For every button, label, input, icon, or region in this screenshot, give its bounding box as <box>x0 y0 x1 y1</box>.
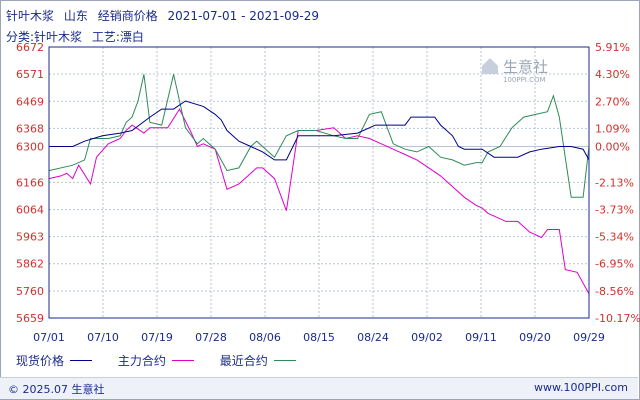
y-tick-label-right: -3.73% <box>595 204 634 217</box>
y-tick-label-right: 5.91% <box>595 41 630 54</box>
y-tick-label-right: -2.13% <box>595 176 634 189</box>
product-name: 针叶木浆 <box>6 9 55 23</box>
copyright-text: © 2025.07 生意社 <box>8 383 105 396</box>
category-label: 分类:针叶木浆 <box>6 30 83 44</box>
y-tick-label-right: 1.09% <box>595 122 630 135</box>
y-tick-label-left: 6368 <box>16 122 44 135</box>
y-tick-label-left: 6300 <box>16 141 44 154</box>
y-tick-label-right: 4.30% <box>595 68 630 81</box>
y-tick-label-left: 5862 <box>16 258 44 271</box>
y-tick-label-right: 0.00% <box>595 141 630 154</box>
y-tick-label-left: 6064 <box>16 204 44 217</box>
watermark-logo: 生意社 100PPI.COM <box>482 58 548 84</box>
x-tick-label: 07/19 <box>141 331 173 344</box>
y-tick-label-left: 5659 <box>16 312 44 325</box>
x-tick-label: 09/29 <box>573 331 605 344</box>
y-tick-label-right: 2.70% <box>595 95 630 108</box>
x-tick-label: 08/24 <box>357 331 389 344</box>
y-tick-label-left: 6469 <box>16 95 44 108</box>
x-tick-label: 08/06 <box>249 331 281 344</box>
date-range: 2021-07-01 - 2021-09-29 <box>167 9 319 23</box>
price-type: 经销商价格 <box>97 9 158 23</box>
y-tick-label-left: 6166 <box>16 176 44 189</box>
house-icon <box>482 58 498 74</box>
y-tick-label-right: -8.56% <box>595 285 634 298</box>
series-lines <box>48 74 590 294</box>
y-axis-left: 6672 6571 6469 6368 6300 6166 6064 5963 5862 5760… <box>16 41 44 325</box>
legend-item-spot: 现货价格 <box>16 352 93 369</box>
region-name: 山东 <box>63 9 88 23</box>
y-tick-label-left: 5760 <box>16 285 44 298</box>
logo-subtext: 100PPI.COM <box>503 76 546 84</box>
legend: 现货价格 主力合约 最近合约 <box>16 352 318 369</box>
y-tick-label-right: -5.34% <box>595 231 634 244</box>
y-tick-label-left: 5963 <box>16 231 44 244</box>
legend-item-recent: 最近合约 <box>220 352 296 369</box>
y-tick-label-left: 6672 <box>16 41 44 54</box>
x-tick-label: 09/11 <box>465 331 497 344</box>
footer-bar: © 2025.07 生意社 www.100PPI.com <box>0 377 638 399</box>
series-spot-line <box>49 100 590 161</box>
y-tick-label-left: 6571 <box>16 68 44 81</box>
legend-label-main: 主力合约 <box>117 354 166 368</box>
legend-label-spot: 现货价格 <box>16 354 65 368</box>
x-tick-label: 07/01 <box>33 331 65 344</box>
plot-border <box>48 46 590 319</box>
y-tick-label-right: -10.17% <box>595 312 640 325</box>
legend-item-main: 主力合约 <box>118 352 194 369</box>
x-axis: 07/01 07/10 07/19 07/28 08/06 08/15 08/24 09/02… <box>33 331 605 344</box>
x-tick-label: 09/02 <box>411 331 443 344</box>
legend-swatch-spot <box>70 360 93 361</box>
site-url: www.100PPI.com <box>534 381 628 394</box>
legend-swatch-main <box>171 360 194 361</box>
x-tick-label: 09/20 <box>519 331 551 344</box>
x-tick-label: 07/10 <box>87 331 119 344</box>
series-recent-contract-line <box>48 74 590 198</box>
x-tick-label: 08/15 <box>303 331 335 344</box>
grid-lines <box>48 46 590 319</box>
chart-subheader: 分类:针叶木浆 工艺:漂白 <box>6 28 150 45</box>
legend-swatch-recent <box>273 360 296 361</box>
chart-header: 针叶木浆 山东 经销商价格 2021-07-01 - 2021-09-29 <box>6 7 325 24</box>
process-label: 工艺:漂白 <box>91 30 144 44</box>
y-tick-label-right: -6.95% <box>595 258 634 271</box>
legend-label-recent: 最近合约 <box>219 354 268 368</box>
y-axis-right: 5.91% 4.30% 2.70% 1.09% 0.00% -2.13% -3.73% -5.… <box>595 41 640 325</box>
x-tick-label: 07/28 <box>195 331 227 344</box>
logo-text: 生意社 <box>503 58 548 76</box>
